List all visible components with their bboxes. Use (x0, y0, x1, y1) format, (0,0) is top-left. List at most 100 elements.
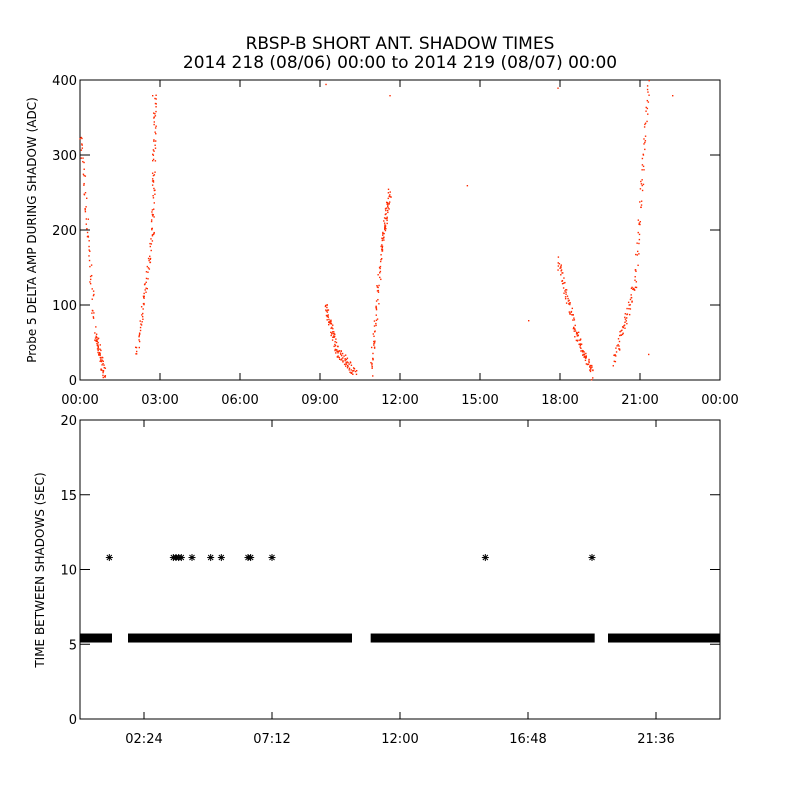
top-point (591, 364, 593, 367)
top-point (350, 364, 353, 366)
top-point (621, 333, 624, 336)
top-point (155, 110, 157, 113)
top-point (84, 192, 87, 194)
top-point (151, 209, 154, 211)
bottom-marks (80, 554, 720, 643)
top-point (528, 320, 530, 322)
top-point (154, 144, 156, 146)
top-point (634, 269, 637, 271)
top-point (155, 94, 157, 96)
top-point (387, 211, 389, 214)
top-point (387, 188, 390, 191)
top-point (562, 287, 565, 289)
top-point (636, 250, 639, 253)
top-point (331, 326, 333, 329)
top-point (153, 232, 155, 235)
top-point (563, 282, 565, 284)
top-point (324, 305, 327, 308)
top-point (334, 333, 336, 335)
top-point (639, 201, 641, 203)
top-point (564, 281, 566, 284)
top-point (345, 358, 348, 361)
bottom-point (177, 554, 185, 562)
top-point (590, 367, 592, 369)
top-point (331, 333, 333, 335)
top-point (91, 312, 93, 314)
top-point (585, 363, 588, 365)
top-point (647, 101, 650, 103)
top-point (102, 362, 104, 365)
top-point (155, 106, 157, 108)
top-point (615, 355, 617, 357)
top-point (379, 260, 382, 263)
top-point (151, 227, 153, 230)
top-point (154, 113, 156, 115)
top-point (632, 288, 634, 290)
top-point (385, 201, 388, 204)
top-point (97, 346, 99, 348)
chart-subtitle: 2014 218 (08/06) 00:00 to 2014 219 (08/0… (183, 53, 617, 73)
top-point (82, 157, 84, 159)
top-point (348, 369, 350, 371)
top-point (151, 213, 154, 216)
top-point (624, 316, 626, 319)
top-point (147, 267, 150, 269)
top-point (142, 308, 144, 310)
top-point (643, 143, 645, 145)
top-point (343, 363, 346, 366)
top-point (327, 314, 329, 316)
top-point (643, 126, 646, 128)
top-point (383, 222, 386, 224)
top-point (563, 292, 565, 294)
top-point (628, 307, 630, 310)
bottom-xtick-label: 21:36 (637, 732, 674, 747)
top-point (376, 286, 379, 288)
top-point (616, 345, 618, 347)
top-point (383, 220, 385, 222)
top-point (379, 265, 382, 268)
top-point (89, 250, 91, 252)
top-point (621, 329, 623, 331)
top-axes: 00:00 03:00 06:00 09:00 12:00 15:00 18:00 21:00… (52, 74, 739, 408)
top-point (630, 287, 633, 290)
top-point (567, 297, 569, 300)
top-point (95, 335, 97, 338)
top-point (349, 362, 352, 364)
top-point (153, 208, 155, 210)
top-point (151, 184, 154, 186)
top-point (145, 281, 147, 284)
bottom-baseline-band (128, 633, 352, 643)
top-point (373, 335, 375, 338)
top-point (141, 314, 143, 316)
top-point (381, 244, 383, 246)
top-point (86, 231, 89, 234)
top-point (582, 354, 584, 356)
top-point (638, 253, 640, 255)
top-point (636, 242, 638, 244)
top-point (373, 325, 376, 327)
top-point (150, 219, 153, 221)
top-point (152, 195, 154, 197)
top-point (642, 153, 644, 156)
top-point (144, 283, 146, 285)
top-point (333, 336, 335, 339)
top-point (384, 228, 386, 231)
top-point (372, 358, 374, 360)
top-point (381, 258, 383, 260)
top-point (386, 203, 388, 205)
top-point (333, 335, 335, 337)
top-point (96, 348, 99, 350)
top-point (385, 213, 387, 215)
top-point (89, 281, 91, 283)
top-point (592, 377, 594, 379)
top-point (101, 359, 103, 361)
top-point (89, 278, 92, 281)
top-point (584, 356, 586, 358)
top-point (153, 116, 155, 118)
top-point (387, 204, 389, 206)
top-point (581, 349, 583, 352)
top-point (582, 350, 584, 352)
top-point (384, 224, 386, 226)
top-point (634, 279, 636, 281)
top-point (141, 321, 143, 323)
